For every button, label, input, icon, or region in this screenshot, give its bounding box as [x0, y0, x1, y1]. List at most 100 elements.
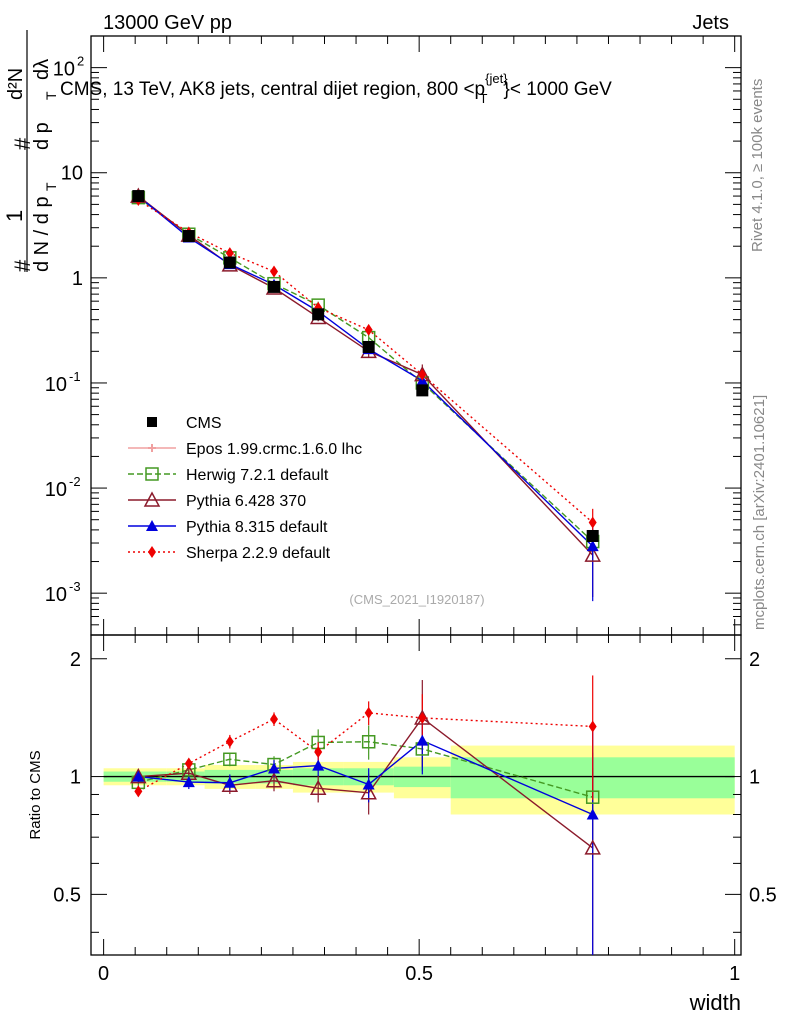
ratio-ylabel: Ratio to CMS — [27, 750, 44, 839]
pythia8-ratio-point — [312, 759, 325, 771]
legend-label-pythia8: Pythia 8.315 default — [186, 519, 328, 536]
title-tail: }< 1000 GeV — [504, 79, 613, 100]
main-ytick-exponent: -2 — [69, 474, 81, 489]
sherpa-ratio-point — [588, 720, 597, 733]
cms-data-point — [223, 256, 236, 269]
herwig-ratio-point — [361, 735, 376, 749]
pythia6-ratio-point — [265, 772, 283, 788]
pythia6-ratio-point — [309, 779, 327, 796]
main-ylabel: # 1 d N / d p T # d²N d p T dλ — [2, 30, 59, 272]
legend-label-cms: CMS — [186, 415, 222, 432]
herwig-ratio-point — [585, 790, 600, 804]
xtick-label: 0 — [98, 963, 109, 985]
sherpa-ratio-point — [314, 745, 323, 758]
xtick-label: 0.5 — [405, 963, 433, 985]
sherpa-ratio-point — [270, 713, 279, 726]
ylabel-one: 1 — [2, 210, 27, 222]
pythia8-ratio-point — [182, 776, 195, 788]
ylabel-dn-dpt: d N / d p — [31, 196, 53, 272]
main-ytick-label: 10 — [53, 59, 75, 81]
pythia6-point — [584, 546, 601, 562]
ylabel-t2: T — [43, 91, 59, 100]
ylabel-t1: T — [43, 182, 59, 191]
ratio-ytick-label-right: 1 — [749, 767, 760, 789]
sherpa-ratio-line — [137, 712, 593, 792]
main-ytick-exponent: -1 — [69, 369, 81, 384]
header-left: 13000 GeV pp — [103, 12, 232, 34]
pythia8-ratio-point — [586, 808, 599, 820]
ratio-ytick-label-left: 0.5 — [53, 884, 81, 906]
legend: CMS Epos 1.99.crmc.1.6.0 lhc Herwig 7.2.1 … — [128, 415, 362, 562]
ratio-bands — [103, 745, 735, 815]
pythia8-ratio-point — [132, 770, 145, 782]
legend-marker-epos — [148, 444, 156, 452]
ratio-ytick-label-left: 1 — [70, 767, 81, 789]
main-ytick-label: 10 — [45, 584, 67, 606]
legend-marker-pythia6 — [143, 491, 161, 507]
legend-label-herwig: Herwig 7.2.1 default — [186, 467, 329, 484]
pythia8-ratio-point — [268, 762, 281, 774]
cms-data-point — [416, 384, 429, 397]
analysis-watermark: (CMS_2021_I1920187) — [349, 592, 484, 607]
ratio-ytick-label-right: 2 — [749, 649, 760, 671]
main-ytick-exponent: -3 — [69, 579, 81, 594]
title-text: CMS, 13 TeV, AK8 jets, central dijet reg… — [60, 79, 485, 100]
sherpa-point — [364, 323, 373, 336]
ratio-axis-ticks: 0.5 0.5 1 1 2 2 0 0.5 1 — [53, 635, 777, 985]
ratio-ytick-label-left: 2 — [70, 649, 81, 671]
ylabel-hash: # — [10, 259, 35, 272]
xtick-label: 1 — [729, 963, 740, 985]
legend-marker-pythia8 — [146, 520, 158, 531]
rivet-label: Rivet 4.1.0, ≥ 100k events — [749, 79, 766, 252]
main-ytick-label: 10 — [45, 374, 67, 396]
sherpa-ratio-point — [364, 706, 373, 719]
cms-data-point — [362, 340, 375, 353]
sherpa-ratio-point — [418, 711, 427, 724]
ratio-panel-frame — [90, 634, 742, 956]
sherpa-point — [588, 516, 597, 529]
header-right: Jets — [692, 12, 729, 34]
legend-marker-sherpa — [148, 546, 156, 558]
pythia6-ratio-line — [138, 716, 594, 849]
herwig-ratio-point — [223, 752, 237, 767]
main-ytick-label: 10 — [61, 163, 83, 185]
mcplots-label: mcplots.cern.ch [arXiv:2401.10621] — [751, 395, 768, 630]
sherpa-point — [270, 265, 279, 278]
title-sub: T — [480, 91, 488, 106]
ratio-series — [130, 675, 601, 955]
main-series — [130, 187, 601, 602]
legend-label-epos: Epos 1.99.crmc.1.6.0 lhc — [186, 441, 362, 458]
title-sup: {jet} — [485, 71, 508, 86]
legend-label-sherpa: Sherpa 2.2.9 default — [186, 545, 331, 562]
sherpa-point — [225, 247, 234, 260]
pythia8-point — [586, 540, 599, 552]
pythia8-line — [137, 195, 594, 547]
cms-data-point — [268, 280, 281, 293]
main-ytick-label: 1 — [72, 268, 83, 290]
main-ytick-label: 10 — [45, 479, 67, 501]
pythia8-ratio-point — [362, 778, 375, 790]
sherpa-ratio-point — [225, 735, 234, 748]
plot-title: CMS, 13 TeV, AK8 jets, central dijet reg… — [60, 71, 612, 106]
ylabel-dpt: d p — [31, 122, 53, 150]
pythia8-ratio-line — [138, 739, 593, 816]
legend-marker-cms — [147, 417, 157, 427]
pythia6-ratio-point — [360, 784, 377, 800]
sherpa-point — [418, 368, 427, 381]
ylabel-hash2: # — [10, 137, 35, 150]
pythia6-ratio-point — [584, 839, 601, 855]
ylabel-d2n: d²N — [5, 68, 27, 100]
pythia8-ratio-point — [416, 734, 429, 746]
main-ytick-exponent: 2 — [77, 54, 84, 69]
title-main: CMS, 13 TeV, AK8 jets, central dijet reg… — [60, 71, 612, 106]
pythia8-ratio-point — [223, 776, 236, 788]
cms-data-point — [182, 230, 195, 243]
sherpa-ratio-point — [134, 785, 143, 798]
cms-data-point — [586, 529, 599, 542]
cms-data-point — [132, 190, 145, 203]
pythia6-ratio-point — [130, 767, 147, 784]
ratio-ytick-label-right: 0.5 — [749, 884, 777, 906]
ylabel-dlambda: dλ — [31, 59, 53, 80]
